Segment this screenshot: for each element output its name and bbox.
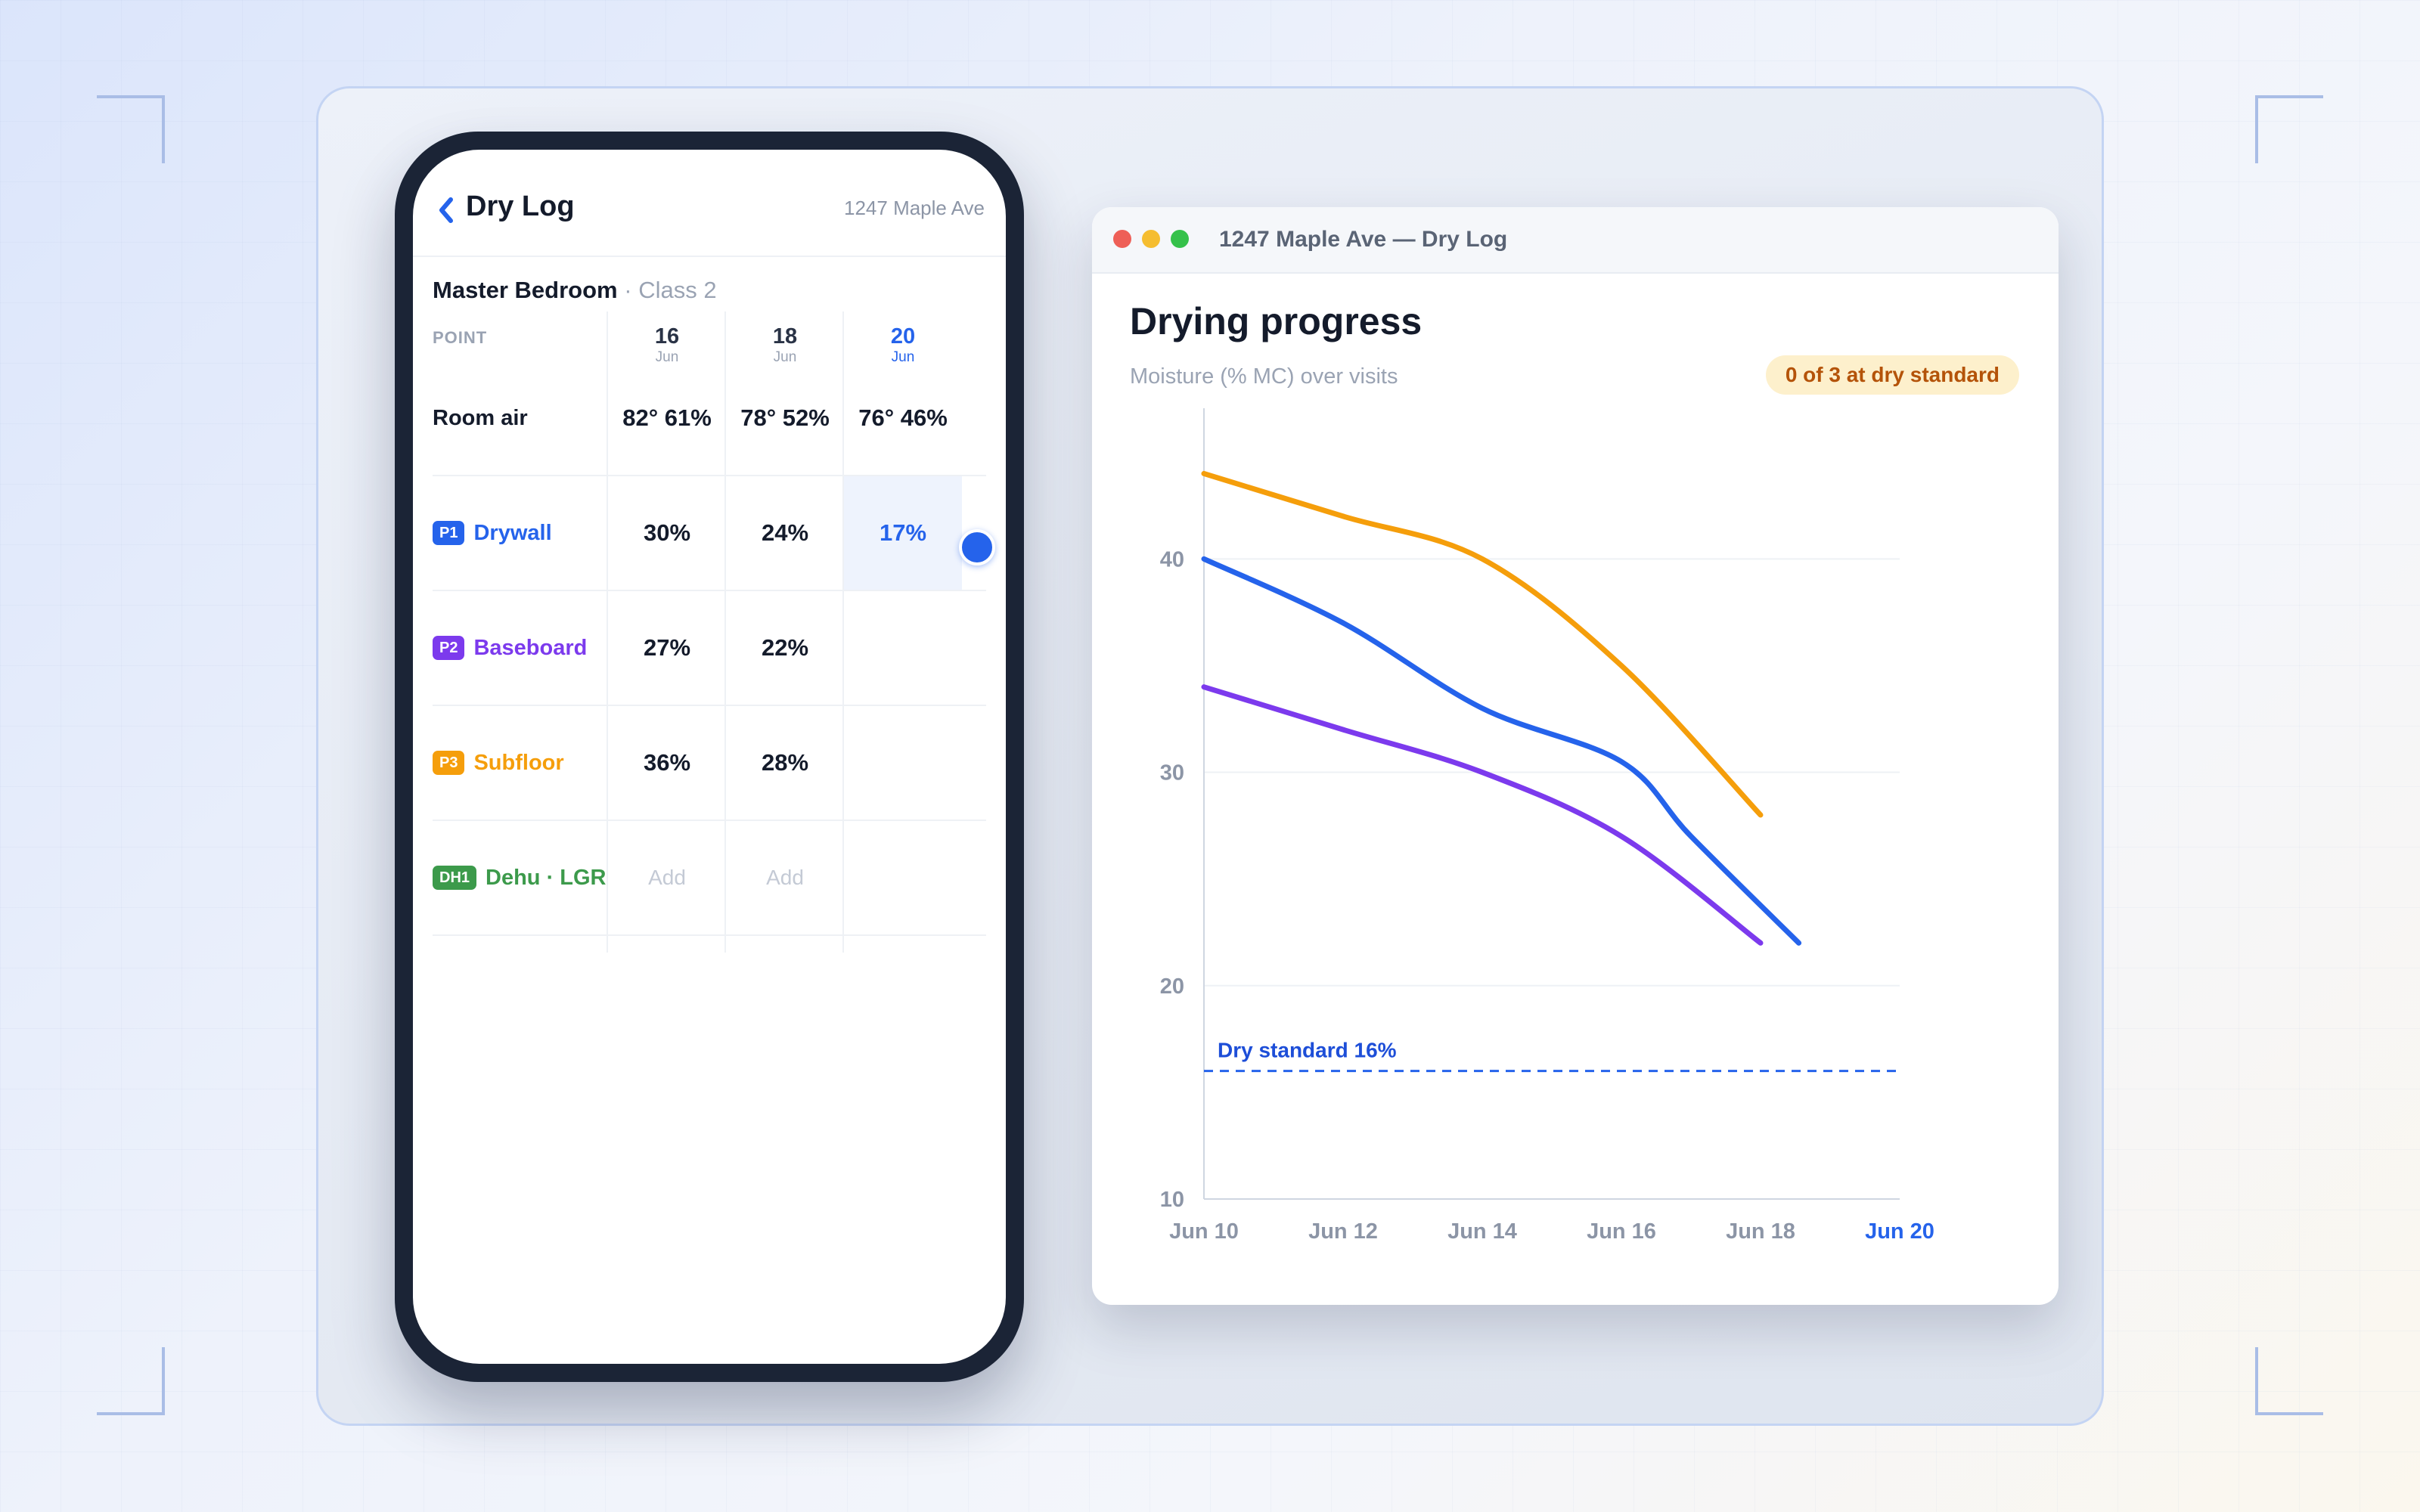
chart-subtitle: Moisture (% MC) over visits bbox=[1130, 364, 1398, 389]
row-divider bbox=[433, 475, 986, 476]
moisture-line-chart: 10 20 30 40 Jun 10 Jun 12 Jun 14 Jun 16 Jun 18 Ju… bbox=[1160, 408, 1934, 1244]
table-row-p2: P2 Baseboard 27% 22% bbox=[433, 591, 986, 705]
dry-standard-label: Dry standard 16% bbox=[1218, 1039, 1397, 1062]
date-column-header[interactable]: 18 Jun bbox=[726, 324, 844, 366]
reading-cell[interactable]: 78° 52% bbox=[740, 404, 830, 431]
table-row-p3: P3 Subfloor 36% 28% bbox=[433, 706, 986, 820]
reading-cell[interactable]: 22% bbox=[761, 634, 809, 661]
date-day: 20 bbox=[890, 324, 916, 349]
reading-cell[interactable]: 82° 61% bbox=[622, 404, 712, 431]
point-badge: P3 bbox=[433, 751, 465, 775]
room-heading: Master Bedroom · Class 2 bbox=[433, 277, 717, 304]
date-column-header[interactable]: 16 Jun bbox=[608, 324, 726, 366]
table-row-p1: P1 Drywall 30% 24% 17% bbox=[433, 476, 986, 590]
date-month: Jun bbox=[773, 349, 797, 365]
reading-cell[interactable]: 30% bbox=[643, 519, 691, 546]
point-badge: P2 bbox=[433, 636, 465, 660]
x-tick-label: Jun 12 bbox=[1308, 1219, 1378, 1244]
y-tick-label: 30 bbox=[1160, 761, 1184, 785]
row-divider bbox=[433, 705, 986, 706]
minimize-window-button[interactable] bbox=[1142, 230, 1160, 248]
table-row-room-air: Room air 82° 61% 78° 52% 76° 46% bbox=[433, 361, 986, 475]
status-badge: 0 of 3 at dry standard bbox=[1765, 355, 2019, 395]
reading-cell-empty[interactable] bbox=[844, 821, 962, 934]
column-divider bbox=[724, 311, 726, 953]
page-title: Dry Log bbox=[466, 191, 575, 222]
point-name: Subfloor bbox=[473, 750, 564, 775]
column-divider bbox=[607, 311, 608, 953]
reading-cell[interactable]: 36% bbox=[643, 749, 691, 776]
column-divider bbox=[842, 311, 844, 953]
table-row-dh1: DH1 Dehu · LGR Add Add bbox=[433, 821, 986, 934]
phone-frame: Dry Log 1247 Maple Ave Master Bedroom · … bbox=[395, 132, 1024, 1382]
row-divider bbox=[433, 934, 986, 936]
corner-bracket bbox=[2255, 1347, 2323, 1415]
x-tick-label: Jun 20 bbox=[1865, 1219, 1934, 1244]
date-month: Jun bbox=[655, 349, 679, 365]
reading-cell[interactable]: 28% bbox=[761, 749, 809, 776]
row-label: P1 Drywall bbox=[433, 476, 552, 590]
equipment-name: Dehu · LGR bbox=[486, 865, 607, 890]
chevron-left-icon[interactable] bbox=[434, 195, 460, 225]
series-line-1 bbox=[1201, 470, 1764, 818]
maximize-window-button[interactable] bbox=[1171, 230, 1189, 248]
date-month: Jun bbox=[891, 349, 915, 365]
phone-header: Dry Log 1247 Maple Ave bbox=[413, 150, 1006, 257]
y-tick-label: 10 bbox=[1160, 1188, 1184, 1212]
address-label: 1247 Maple Ave bbox=[844, 197, 985, 219]
y-tick-label: 40 bbox=[1160, 547, 1184, 572]
add-reading-button[interactable]: Add bbox=[648, 866, 686, 889]
phone-screen: Dry Log 1247 Maple Ave Master Bedroom · … bbox=[413, 150, 1006, 1364]
row-divider bbox=[433, 820, 986, 821]
drag-handle[interactable] bbox=[959, 529, 995, 565]
x-tick-label: Jun 18 bbox=[1726, 1219, 1795, 1244]
reading-cell[interactable]: 24% bbox=[761, 519, 809, 546]
desktop-window: 1247 Maple Ave — Dry Log Drying progress… bbox=[1092, 207, 2059, 1305]
reading-cell-selected[interactable]: 17% bbox=[844, 476, 962, 590]
add-reading-button[interactable]: Add bbox=[766, 866, 804, 889]
point-column-header: POINT bbox=[433, 328, 488, 347]
series-line-2 bbox=[1201, 556, 1802, 946]
reading-cell-empty[interactable] bbox=[844, 706, 962, 820]
point-name: Baseboard bbox=[473, 635, 588, 660]
corner-bracket bbox=[97, 95, 165, 163]
window-titlebar: 1247 Maple Ave — Dry Log bbox=[1092, 207, 2059, 274]
room-name: Master Bedroom bbox=[433, 277, 618, 303]
row-label: DH1 Dehu · LGR bbox=[433, 821, 607, 934]
x-tick-label: Jun 10 bbox=[1169, 1219, 1239, 1244]
date-day: 16 bbox=[654, 324, 680, 349]
corner-bracket bbox=[97, 1347, 165, 1415]
reading-cell-empty[interactable] bbox=[844, 591, 962, 705]
window-title: 1247 Maple Ave — Dry Log bbox=[1219, 227, 1508, 252]
row-label: Room air bbox=[433, 405, 528, 430]
series-line-3 bbox=[1201, 684, 1764, 946]
y-tick-label: 20 bbox=[1160, 974, 1184, 999]
reading-cell[interactable]: 27% bbox=[643, 634, 691, 661]
row-label: P2 Baseboard bbox=[433, 591, 587, 705]
chart-title: Drying progress bbox=[1130, 300, 1423, 342]
x-tick-label: Jun 16 bbox=[1587, 1219, 1656, 1244]
row-divider bbox=[433, 590, 986, 591]
equipment-badge: DH1 bbox=[433, 866, 477, 890]
point-badge: P1 bbox=[433, 521, 465, 545]
x-tick-label: Jun 14 bbox=[1447, 1219, 1517, 1244]
reading-cell[interactable]: 76° 46% bbox=[858, 404, 948, 431]
date-column-header-active[interactable]: 20 Jun bbox=[844, 324, 962, 366]
close-window-button[interactable] bbox=[1113, 230, 1131, 248]
date-day: 18 bbox=[772, 324, 798, 349]
corner-bracket bbox=[2255, 95, 2323, 163]
room-separator: · bbox=[624, 277, 632, 303]
room-class: Class 2 bbox=[638, 277, 717, 303]
row-label: P3 Subfloor bbox=[433, 706, 564, 820]
point-name: Drywall bbox=[473, 520, 552, 545]
